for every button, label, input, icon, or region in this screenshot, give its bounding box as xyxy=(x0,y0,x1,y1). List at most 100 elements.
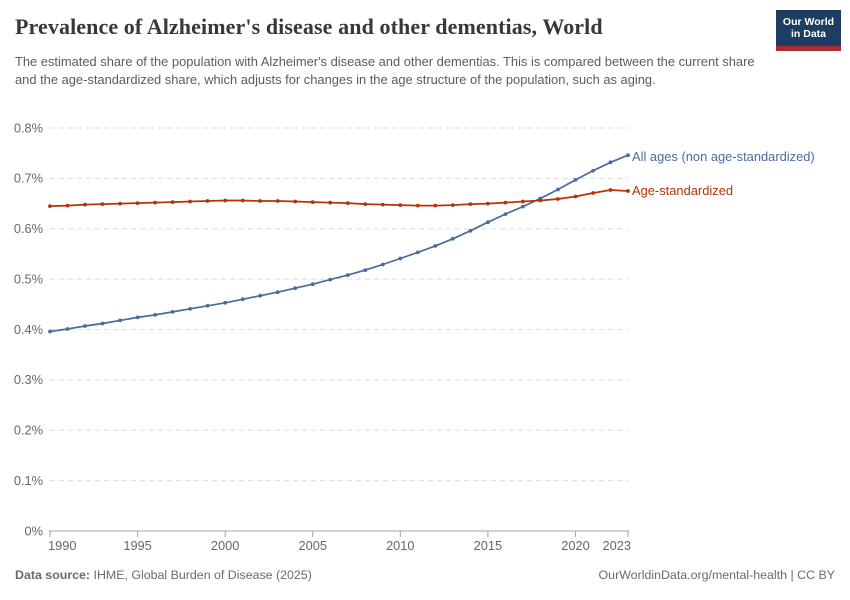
series-point xyxy=(188,306,193,311)
y-axis-tick-label: 0.2% xyxy=(14,423,43,438)
data-source-label: Data source: xyxy=(15,568,91,582)
series-point xyxy=(538,198,543,203)
x-axis-tick-label: 2020 xyxy=(561,538,589,553)
series-point xyxy=(293,286,298,291)
series-point xyxy=(83,202,87,207)
series-point xyxy=(240,198,245,203)
series-point xyxy=(258,199,263,203)
series-line-1 xyxy=(49,189,629,207)
series-point xyxy=(118,318,122,323)
series-point xyxy=(556,187,560,192)
series-point xyxy=(188,199,193,204)
x-axis-tick-label: 2010 xyxy=(386,538,414,553)
owid-logo-line1: Our World xyxy=(782,16,835,28)
series-point xyxy=(275,199,280,203)
series-point xyxy=(556,197,560,201)
series-point xyxy=(591,191,595,195)
series-point xyxy=(486,220,490,225)
series-point xyxy=(415,203,420,208)
series-point xyxy=(240,297,245,302)
series-point xyxy=(345,273,350,277)
series-point xyxy=(503,212,508,217)
series-point xyxy=(223,300,228,305)
legend-age-standardized[interactable]: Age-standardized xyxy=(632,183,734,198)
series-point xyxy=(363,202,368,207)
series-point xyxy=(573,194,578,199)
series-point xyxy=(433,203,438,208)
series-point xyxy=(65,327,70,331)
x-axis-tick-label: 1995 xyxy=(123,538,151,553)
y-axis-tick-label: 0.8% xyxy=(14,120,43,135)
data-source-text: IHME, Global Burden of Disease (2025) xyxy=(90,568,312,582)
x-axis-tick-label: 2005 xyxy=(298,538,326,553)
series-point xyxy=(608,188,613,192)
series-point xyxy=(83,324,87,328)
series-point xyxy=(626,189,630,193)
series-point xyxy=(521,199,525,204)
series-point xyxy=(205,303,210,308)
x-axis-tick-label: 2015 xyxy=(474,538,502,553)
series-point xyxy=(170,200,175,205)
y-axis-tick-label: 0.4% xyxy=(14,322,43,337)
series-point xyxy=(223,198,228,203)
series-point xyxy=(626,153,630,158)
y-axis-tick-label: 0.6% xyxy=(14,221,43,236)
series-point xyxy=(170,310,175,314)
series-point xyxy=(521,204,525,209)
y-axis-tick-label: 0.3% xyxy=(14,372,43,387)
series-point xyxy=(503,200,508,205)
series-point xyxy=(363,268,368,272)
series-point xyxy=(48,329,52,334)
y-axis-tick-label: 0.7% xyxy=(14,171,43,186)
series-point xyxy=(328,277,333,282)
attribution-link[interactable]: OurWorldinData.org/mental-health | CC BY xyxy=(598,568,835,582)
series-point xyxy=(275,290,280,295)
y-axis-tick-label: 0% xyxy=(25,523,44,538)
series-point xyxy=(450,236,455,241)
series-point xyxy=(135,315,140,320)
series-point xyxy=(468,202,473,207)
series-point xyxy=(153,313,158,317)
series-line-0 xyxy=(49,154,629,333)
x-axis-tick-label: 2023 xyxy=(603,538,631,553)
data-source-note: Data source: IHME, Global Burden of Dise… xyxy=(15,568,312,582)
legend-all-ages[interactable]: All ages (non age-standardized) xyxy=(632,149,815,164)
series-point xyxy=(310,282,315,287)
series-point xyxy=(310,200,315,205)
series-point xyxy=(100,202,105,207)
owid-logo-line2: in Data xyxy=(790,28,826,40)
series-point xyxy=(48,204,52,209)
y-axis-tick-label: 0.1% xyxy=(14,473,43,488)
series-point xyxy=(398,203,403,208)
series-point xyxy=(118,201,122,206)
series-point xyxy=(345,201,350,206)
page-subtitle: The estimated share of the population wi… xyxy=(15,54,755,88)
series-point xyxy=(65,203,70,208)
series-point xyxy=(100,321,105,326)
owid-logo[interactable]: Our World in Data xyxy=(776,10,841,51)
series-point xyxy=(380,262,385,267)
series-point xyxy=(328,200,333,205)
page-title: Prevalence of Alzheimer's disease and ot… xyxy=(15,14,603,39)
series-point xyxy=(468,228,473,233)
y-axis-tick-label: 0.5% xyxy=(14,271,43,286)
series-point xyxy=(153,200,158,205)
series-point xyxy=(380,202,385,207)
series-point xyxy=(591,168,595,173)
series-point xyxy=(415,250,420,255)
series-point xyxy=(433,244,438,248)
series-point xyxy=(450,203,455,208)
series-point xyxy=(608,160,613,165)
series-point xyxy=(398,256,403,261)
series-point xyxy=(258,293,263,298)
series-point xyxy=(205,199,210,203)
x-axis-tick-label: 1990 xyxy=(48,538,76,553)
series-point xyxy=(486,201,490,206)
chart-footer: Data source: IHME, Global Burden of Dise… xyxy=(15,568,835,582)
x-axis-tick-label: 2000 xyxy=(211,538,239,553)
series-point xyxy=(135,201,140,206)
series-point xyxy=(573,178,578,182)
series-point xyxy=(293,199,298,204)
